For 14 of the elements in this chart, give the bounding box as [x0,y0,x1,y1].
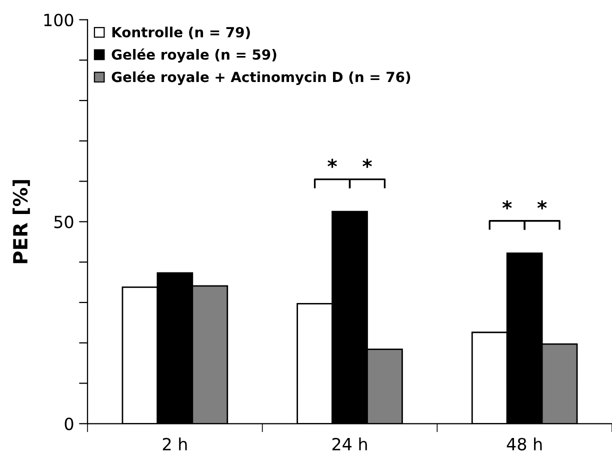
y-tick-label: 50 [54,216,74,228]
legend-label: Kontrolle (n = 79) [112,26,250,40]
y-tick-label: 0 [64,418,74,430]
legend-label: Gelée royale (n = 59) [112,48,276,63]
annotation: * [502,200,512,210]
x-tick-label: 24 h [332,438,367,450]
y-axis-title: PER [%] [12,180,30,264]
annotation: * [537,200,547,210]
legend-label: Gelée royale + Actinomycin D (n = 76) [112,70,410,85]
x-tick-label: 48 h [506,438,542,450]
annotation: * [362,158,372,168]
y-tick-label: 100 [44,14,74,26]
x-tick-label: 2 h [162,438,187,450]
annotation: * [328,158,337,168]
